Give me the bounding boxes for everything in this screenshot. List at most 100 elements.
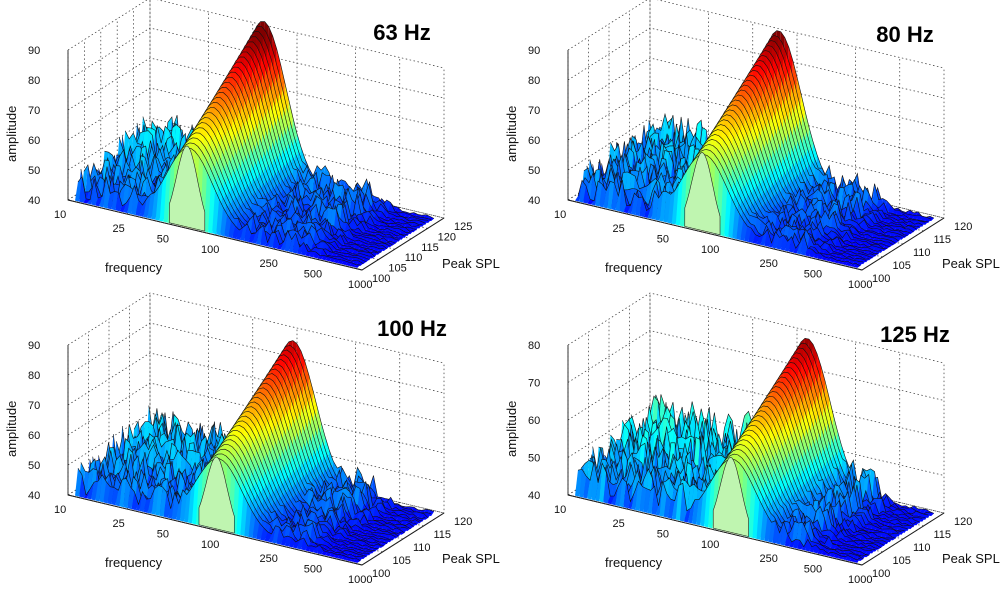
surface-patch [675, 177, 683, 226]
surface-patch [91, 178, 99, 206]
y-axis-line [361, 217, 445, 271]
surface-patch [123, 196, 131, 214]
surface-patch [845, 261, 853, 266]
surface-patch [776, 234, 784, 250]
y-tick-label: 115 [421, 242, 439, 254]
surface-patch [679, 170, 687, 227]
surface-patch [79, 176, 87, 203]
surface-patch [352, 511, 360, 522]
surface-patch [788, 236, 796, 253]
surface-patch [350, 218, 358, 232]
surface-patch [373, 506, 381, 519]
z-tick-label: 50 [528, 165, 540, 177]
z-axis-label: amplitude [4, 106, 19, 162]
surface-patch [603, 181, 611, 209]
slice-line [80, 142, 364, 264]
surface-patch [599, 184, 607, 208]
surface-patch [864, 234, 872, 240]
surface-patch [887, 205, 895, 215]
surface-patch [849, 263, 857, 267]
surface-patch [403, 213, 411, 219]
surface [75, 340, 435, 563]
surface-patch [796, 234, 804, 255]
surface-patch [326, 251, 334, 257]
surface-patch [122, 184, 130, 211]
surface-patch [808, 249, 816, 258]
surface-patch [829, 257, 837, 263]
surface-patch [816, 252, 824, 260]
surface-patch [911, 215, 919, 221]
surface-patch [268, 232, 276, 248]
surface-patch [732, 205, 740, 240]
surface-patch [325, 256, 332, 262]
surface-patch [252, 228, 260, 244]
slice-line [110, 406, 393, 540]
surface-patch [667, 190, 675, 224]
surface-patch [384, 219, 392, 224]
y-tick-label: 100 [372, 273, 390, 285]
surface-patch [236, 227, 244, 241]
surface-patch [579, 180, 587, 203]
x-tick-label: 100 [201, 244, 219, 256]
x-tick-label: 500 [804, 268, 822, 280]
surface-patch [825, 257, 832, 262]
surface-patch [740, 220, 748, 241]
slice-line [77, 147, 361, 266]
surface-patch [643, 207, 651, 218]
slice-line [124, 382, 408, 529]
y-tick-label: 105 [388, 263, 406, 275]
surface-patch [627, 193, 635, 215]
surface-patch [611, 182, 619, 211]
surface-patch [111, 191, 119, 211]
surface-patch [619, 179, 627, 213]
surface-patch [607, 181, 615, 210]
surface-patch [155, 180, 163, 221]
y-tick-label: 120 [954, 221, 972, 233]
surface-patch [399, 212, 407, 218]
x-tick-label: 50 [157, 233, 169, 245]
y-tick-label: 105 [893, 260, 911, 272]
z-tick-label: 50 [28, 165, 40, 177]
y-tick-label: 125 [454, 221, 472, 233]
surface-patch [220, 207, 228, 237]
surface-patch [316, 255, 324, 260]
surface-patch [663, 191, 671, 223]
surface-patch [276, 241, 284, 250]
x-axis-line [567, 199, 863, 271]
surface-patch [772, 231, 780, 249]
surface-patch [135, 200, 143, 217]
surface-patch [812, 252, 820, 259]
slice-line [645, 40, 929, 223]
surface-patch [367, 511, 375, 523]
y-tick-label: 115 [934, 234, 952, 246]
y-tick-label: 100 [872, 273, 890, 285]
slice-line [116, 81, 399, 241]
slice-line [583, 144, 867, 261]
surface-patch [379, 225, 387, 231]
surface-patch [841, 261, 849, 265]
z-tick-label: 60 [28, 135, 40, 147]
surface-patch [337, 259, 345, 265]
surface-patch [724, 188, 732, 238]
surface-patch [393, 528, 401, 534]
surface-patch [800, 234, 808, 256]
surface-patch [127, 185, 135, 215]
z-tick-label: 40 [28, 195, 40, 207]
surface-patch [159, 173, 167, 222]
surface-patch [296, 242, 304, 255]
surface-patch [143, 194, 151, 218]
surface-patch [417, 512, 425, 519]
slice-line [86, 132, 370, 260]
surface-patch [401, 519, 409, 526]
surface-patch [87, 178, 95, 205]
surface-patch [764, 229, 772, 247]
surface-patch [204, 171, 212, 233]
surface-patch [861, 219, 869, 232]
slice-line [586, 139, 870, 260]
surface-patch [916, 215, 924, 222]
surface-patch [86, 185, 94, 202]
